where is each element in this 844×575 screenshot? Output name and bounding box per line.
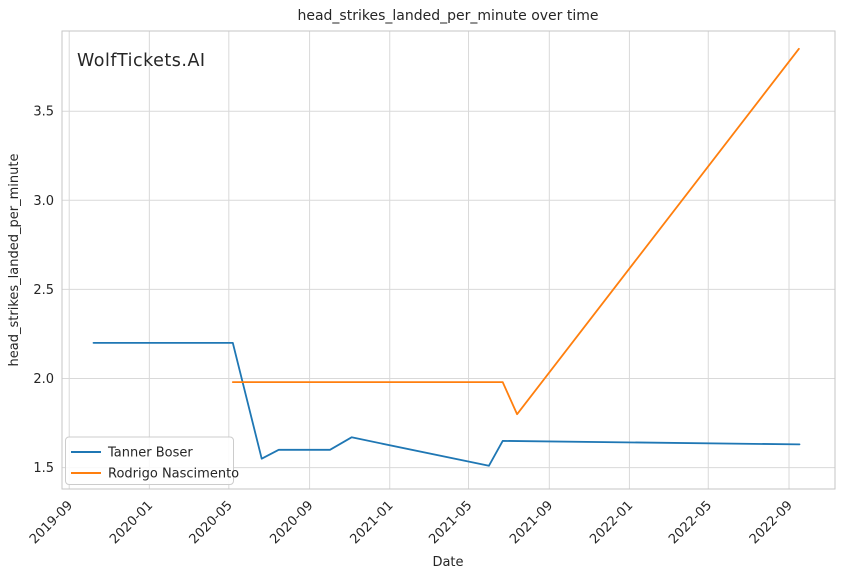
series-line-rodrigo-nascimento — [231, 47, 800, 416]
legend-label-rodrigo-nascimento: Rodrigo Nascimento — [108, 467, 239, 482]
y-axis-label: head_strikes_landed_per_minute — [7, 154, 22, 367]
x-tick-label: 2019-09 — [27, 498, 76, 547]
series-lines — [92, 47, 801, 467]
legend: Tanner Boser Rodrigo Nascimento — [65, 436, 239, 485]
x-tick-labels: 2019-09 2020-01 2020-05 2020-09 2021-01 2021-… — [27, 498, 796, 547]
watermark: WolfTickets.AI — [77, 51, 206, 71]
x-tick-label: 2020-05 — [187, 498, 236, 547]
x-tick-label: 2022-09 — [747, 498, 796, 547]
x-tick-label: 2021-01 — [348, 498, 397, 547]
x-tick-label: 2022-01 — [587, 498, 636, 547]
plot-area — [62, 31, 835, 489]
y-tick-label: 1.5 — [33, 461, 54, 476]
x-axis-label: Date — [432, 555, 463, 570]
legend-box — [65, 436, 234, 485]
y-tick-label: 2.0 — [33, 372, 54, 387]
y-tick-labels: 1.5 2.0 2.5 3.0 3.5 — [33, 105, 54, 476]
x-tick-label: 2020-09 — [267, 498, 316, 547]
y-tick-label: 2.5 — [33, 283, 54, 298]
x-tick-label: 2022-05 — [666, 498, 715, 547]
legend-label-tanner-boser: Tanner Boser — [107, 446, 193, 461]
y-tick-label: 3.5 — [33, 105, 54, 120]
x-tick-label: 2021-05 — [426, 498, 475, 547]
x-tick-label: 2020-01 — [107, 498, 156, 547]
chart-title: head_strikes_landed_per_minute over time — [297, 8, 598, 24]
axes-spines — [61, 30, 836, 490]
y-tick-label: 3.0 — [33, 194, 54, 209]
x-tick-label: 2021-09 — [507, 498, 556, 547]
